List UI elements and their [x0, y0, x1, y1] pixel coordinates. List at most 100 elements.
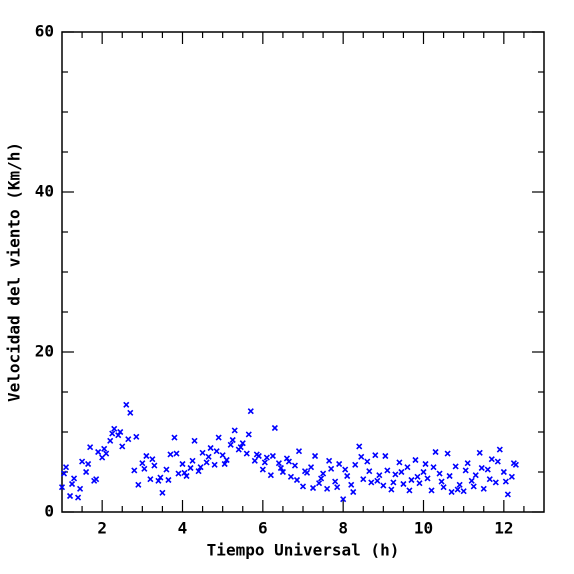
- data-point: [326, 457, 333, 464]
- data-point: [388, 486, 395, 493]
- data-point: [456, 481, 463, 488]
- data-point: [219, 452, 226, 459]
- data-point: [181, 469, 188, 476]
- data-point: [382, 452, 389, 460]
- data-point: [269, 452, 276, 460]
- data-point: [131, 467, 138, 474]
- data-point: [287, 473, 295, 480]
- plot-frame: [61, 31, 545, 513]
- data-point: [187, 464, 194, 472]
- data-point: [139, 460, 146, 467]
- data-point: [350, 488, 357, 496]
- data-point: [291, 462, 299, 469]
- data-point: [404, 464, 411, 471]
- data-point: [167, 451, 174, 458]
- data-point: [101, 445, 108, 452]
- data-point: [58, 484, 66, 491]
- data-point: [163, 466, 170, 473]
- data-point: [380, 482, 387, 489]
- data-point: [247, 408, 254, 415]
- data-point: [111, 425, 118, 432]
- data-point: [175, 470, 182, 477]
- data-point: [364, 458, 371, 465]
- x-tick-label: 10: [414, 519, 433, 538]
- data-point: [143, 452, 150, 460]
- data-point: [468, 477, 475, 484]
- data-point: [215, 434, 222, 441]
- data-point: [243, 450, 250, 457]
- data-point: [444, 450, 451, 457]
- data-point: [408, 476, 415, 484]
- data-point: [510, 460, 517, 467]
- data-point: [66, 492, 74, 500]
- data-point: [438, 478, 445, 485]
- data-point: [336, 460, 343, 468]
- data-point: [328, 465, 335, 472]
- data-point: [440, 484, 447, 491]
- data-point: [213, 448, 220, 455]
- data-point: [171, 434, 178, 441]
- data-point: [396, 459, 403, 466]
- data-point: [484, 466, 491, 473]
- data-point: [239, 440, 246, 447]
- data-point: [165, 476, 172, 484]
- data-point: [318, 475, 325, 482]
- data-point: [277, 464, 284, 472]
- data-point: [275, 460, 282, 467]
- data-point: [231, 427, 238, 434]
- data-point: [259, 466, 266, 473]
- data-point: [448, 488, 455, 496]
- data-point: [179, 460, 186, 468]
- data-point: [412, 456, 419, 464]
- data-point: [508, 473, 515, 480]
- data-point: [422, 460, 429, 468]
- data-point: [227, 441, 234, 448]
- data-point: [324, 485, 331, 492]
- data-point: [494, 458, 501, 465]
- data-point: [358, 453, 365, 460]
- x-tick-label: 2: [97, 519, 107, 538]
- data-point: [352, 461, 359, 468]
- data-point: [87, 444, 94, 451]
- data-point: [159, 489, 166, 496]
- data-point: [237, 444, 244, 451]
- data-point: [464, 460, 471, 467]
- data-point: [115, 432, 122, 439]
- data-point: [372, 452, 379, 459]
- data-point: [135, 481, 142, 488]
- data-point: [207, 444, 214, 452]
- data-point: [368, 479, 375, 486]
- data-point: [68, 480, 76, 488]
- data-point: [245, 431, 252, 438]
- data-point: [267, 472, 274, 479]
- data-point: [454, 486, 461, 493]
- data-point: [77, 485, 84, 492]
- y-tick-label: 40: [35, 182, 54, 201]
- data-point: [374, 477, 381, 484]
- data-point: [460, 488, 467, 495]
- data-point: [183, 472, 190, 480]
- data-point: [316, 480, 323, 487]
- data-point: [470, 483, 477, 490]
- data-point: [197, 464, 204, 471]
- data-point: [125, 436, 132, 443]
- data-point: [295, 448, 303, 455]
- data-point: [320, 470, 327, 477]
- data-point: [356, 443, 363, 450]
- x-tick-label: 6: [258, 519, 268, 538]
- data-point: [392, 471, 399, 478]
- data-point: [203, 459, 210, 466]
- data-point: [95, 448, 102, 456]
- y-tick-label: 20: [35, 342, 54, 361]
- data-point: [157, 474, 164, 481]
- data-point: [496, 446, 503, 453]
- data-point: [253, 451, 260, 458]
- x-tick-label: 12: [494, 519, 513, 538]
- data-point: [311, 452, 319, 460]
- data-point: [261, 459, 268, 466]
- data-point: [334, 484, 341, 491]
- data-point: [344, 472, 351, 480]
- data-point: [332, 478, 339, 485]
- data-point: [283, 455, 290, 462]
- data-point: [149, 456, 156, 463]
